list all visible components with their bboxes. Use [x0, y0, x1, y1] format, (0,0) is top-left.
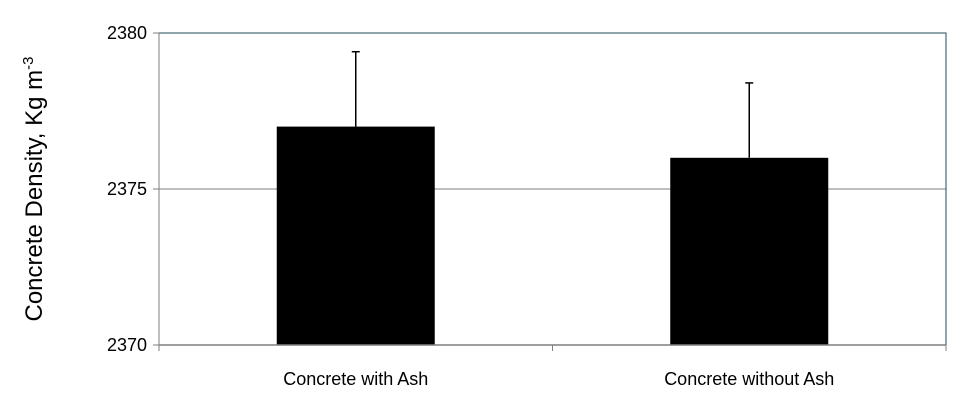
- category-label: Concrete without Ash: [664, 369, 834, 389]
- y-tick-label: 2380: [107, 23, 147, 43]
- axes: [153, 32, 947, 351]
- y-axis-title: Concrete Density, Kg m-3: [20, 57, 48, 322]
- y-tick-labels: 2370 2375 2380: [107, 23, 147, 355]
- bar: [670, 157, 829, 345]
- error-bars: [351, 50, 754, 158]
- bars: [276, 126, 829, 345]
- y-tick-label: 2375: [107, 179, 147, 199]
- y-tick-label: 2370: [107, 335, 147, 355]
- y-axis-title-superscript: -3: [20, 57, 37, 70]
- bar: [276, 126, 435, 345]
- category-labels: Concrete with Ash Concrete without Ash: [283, 369, 834, 389]
- y-axis-title-text: Concrete Density, Kg m: [21, 70, 48, 322]
- category-label: Concrete with Ash: [283, 369, 428, 389]
